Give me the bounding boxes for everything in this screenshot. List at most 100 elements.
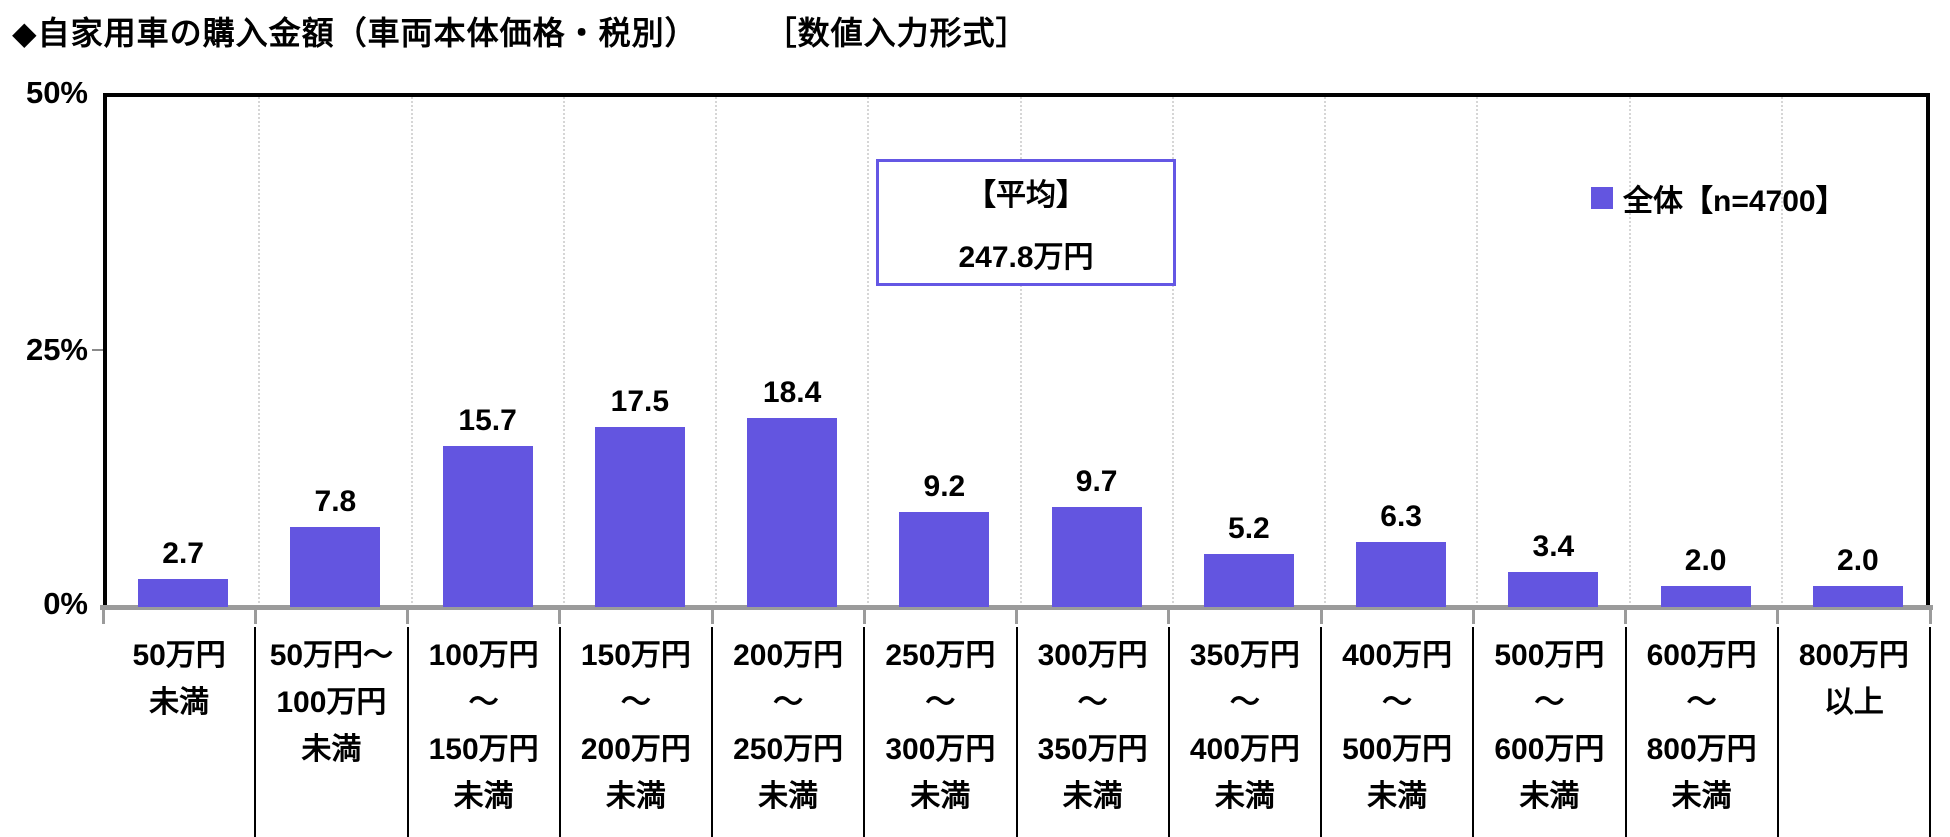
x-axis-category-line: 未満 [1671,780,1732,813]
gridline [1628,97,1631,607]
bar [1356,542,1447,607]
bar-value-label: 18.4 [762,375,822,409]
x-axis-category-label: 50万円 未満 [103,632,255,726]
bar [290,526,381,607]
x-axis-category-line: 100万円 [428,639,539,672]
category-separator [254,627,257,837]
x-axis-category-line: ～ [773,686,804,719]
bar [442,445,533,607]
x-axis-category-line: 600万円 [1494,733,1605,766]
x-axis-category-line: 150万円 [428,733,539,766]
x-axis-tick [1624,610,1627,624]
bar [1508,572,1599,607]
category-separator [711,627,713,837]
bar [899,512,990,607]
x-axis-category-label: 300万円 ～ 350万円未満 [1017,632,1169,820]
x-axis-category-line: ～ [1382,686,1413,719]
x-axis-category-line: 200万円 [733,639,844,672]
x-axis-category-line: 未満 [1062,780,1123,813]
x-axis-category-label: 50万円～ 100万円 未満 [255,632,407,773]
x-axis-category-line: 400万円 [1189,733,1300,766]
x-axis-category-line: 100万円 [276,686,387,719]
gridline [867,97,870,607]
x-axis-category-line: 500万円 [1494,639,1605,672]
average-value: 247.8万円 [958,240,1094,274]
x-axis-category-line: 未満 [1367,780,1428,813]
x-axis-category-line: 800万円 [1646,733,1757,766]
bar-value-label: 17.5 [610,385,670,419]
legend: 全体【n=4700】 [1591,176,1846,220]
x-axis-category-line: 以上 [1823,686,1884,719]
gridline [715,97,717,607]
x-axis-category-line: 未満 [453,780,514,813]
category-separator [558,627,561,837]
x-axis-category-label: 150万円 ～ 200万円 未満 [560,632,712,820]
x-axis-tick [1319,610,1323,624]
category-separator [863,627,866,837]
x-axis-category-label: 600万円 ～ 800万円未満 [1626,632,1778,820]
x-axis-category-line: 未満 [910,780,971,813]
x-axis-tick [1928,610,1932,624]
bar [1812,586,1903,607]
x-axis-category-label: 350万円 ～ 400万円 未満 [1169,632,1321,820]
x-axis-tick [1471,610,1475,624]
x-axis-category-line: ～ [925,686,956,719]
x-axis-category-line: 150万円 [580,639,691,672]
bar-value-label: 2.7 [162,537,204,571]
bar [138,579,229,607]
x-axis-category-label: 500万円 ～ 600万円未満 [1473,632,1625,820]
category-separator [1776,627,1779,837]
category-separator [1015,627,1018,837]
x-axis-category-line: ～ [468,686,499,719]
bar-value-label: 5.2 [1228,511,1270,545]
gridline [258,97,261,607]
x-axis-category-line: 未満 [301,733,362,766]
y-axis-tick-label: 50% [25,75,88,110]
category-separator [406,627,409,837]
x-axis-category-line: ～ [620,686,651,719]
x-axis-tick [101,610,105,624]
bar-value-label: 3.4 [1532,530,1575,564]
x-axis-category-line: ～ [1077,686,1108,719]
x-axis-category-label: 250万円 ～ 300万円 未満 [864,632,1016,820]
bar [1051,507,1142,607]
bar-value-label: 7.8 [314,484,357,518]
gridline [1171,97,1174,607]
x-axis-category-line: 500万円 [1342,733,1453,766]
x-axis-tick [710,610,714,624]
x-axis-category-line: 400万円 [1342,639,1453,672]
x-axis-category-line: 800万円 [1798,639,1909,672]
gridline [1019,97,1022,607]
x-axis-category-line: ～ [1686,686,1717,719]
y-axis-tick-label: 0% [43,586,88,621]
x-axis-line [100,605,1933,610]
x-axis-category-line: ～ [1534,686,1565,719]
gridline [1324,97,1326,607]
category-separator [1472,627,1475,837]
x-axis-category-line: 350万円 [1037,733,1148,766]
x-axis-category-label: 100万円 ～ 150万円未満 [408,632,560,820]
average-box: 【平均】 247.8万円 [876,159,1176,286]
legend-label: 全体【n=4700】 [1623,185,1846,218]
gridline [1476,97,1479,607]
x-axis-tick [253,610,257,624]
x-axis-tick [862,610,866,624]
x-axis-category-line: 未満 [1519,780,1580,813]
gridline [1780,97,1783,607]
x-axis-category-line: 300万円 [885,733,996,766]
x-axis-category-line: 300万円 [1037,639,1148,672]
bar-value-label: 6.3 [1380,500,1422,534]
x-axis-category-label: 200万円 ～ 250万円 未満 [712,632,864,820]
bar [1203,553,1294,607]
x-axis-tick [558,610,562,624]
x-axis-category-line: 50万円 [132,639,226,672]
bar [594,427,685,607]
x-axis-category-line: 未満 [1214,780,1275,813]
category-separator [1929,627,1931,837]
bar [1660,586,1751,607]
bar-value-label: 15.7 [458,403,517,437]
x-axis-category-line: 600万円 [1646,639,1757,672]
x-axis-category-line: 200万円 [580,733,691,766]
category-separator [1320,627,1322,837]
x-axis-category-label: 800万円以上 [1778,632,1930,726]
